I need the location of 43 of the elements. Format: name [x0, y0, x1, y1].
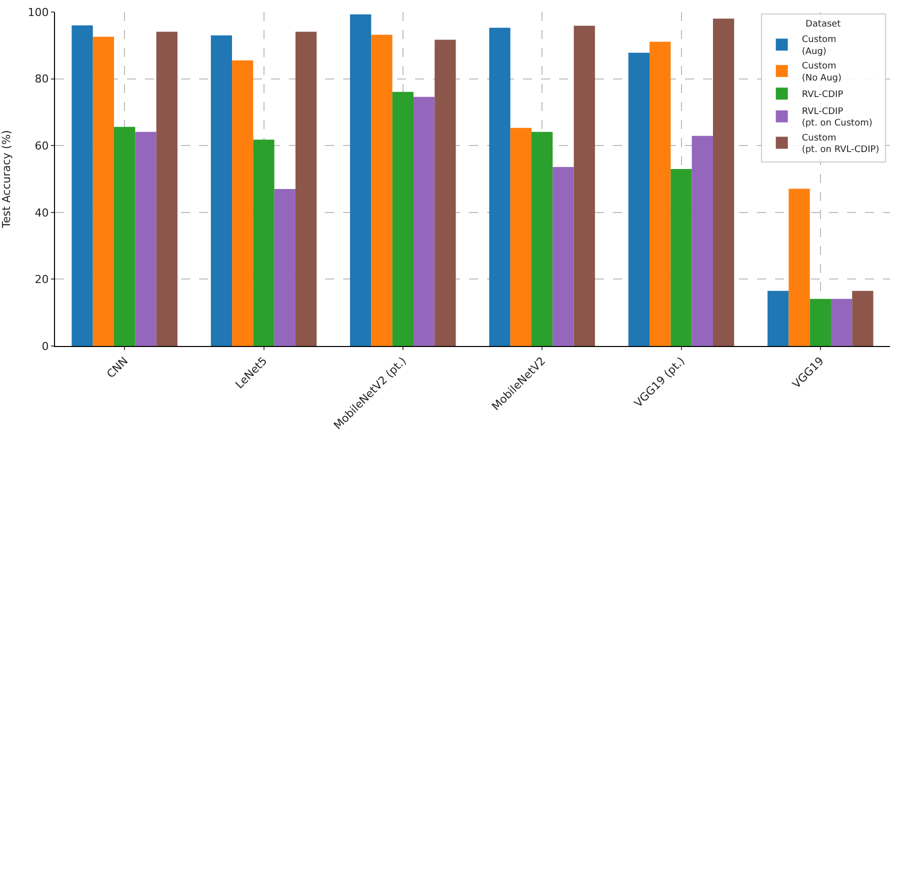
bar [72, 25, 93, 346]
bar [712, 18, 734, 346]
y-tick-label: 0 [42, 340, 49, 353]
legend-label: Custom (Aug) [802, 35, 836, 57]
bar [135, 132, 156, 346]
bar [253, 140, 274, 346]
bar [156, 32, 178, 346]
y-tick-label: 40 [34, 206, 49, 220]
bar [788, 188, 810, 346]
legend-label: RVL-CDIP [802, 90, 844, 100]
y-axis-title: Test Accuracy (%) [0, 130, 13, 229]
bar [274, 189, 296, 346]
legend-label: Custom (pt. on RVL-CDIP) [802, 133, 880, 156]
bar [810, 298, 831, 346]
bar [532, 132, 553, 346]
bar [210, 35, 232, 346]
bar [371, 34, 392, 346]
bar [350, 14, 372, 346]
bar [295, 32, 317, 346]
bar [552, 166, 574, 346]
bar [413, 96, 435, 346]
bar [392, 92, 414, 346]
y-tick-label: 80 [34, 72, 49, 86]
bar [434, 40, 456, 346]
bar [92, 36, 114, 346]
y-tick-label: 100 [28, 6, 49, 19]
bar [628, 52, 650, 346]
bar [650, 42, 671, 346]
bar [768, 290, 789, 346]
bar [692, 136, 713, 346]
y-tick-label: 20 [34, 273, 49, 286]
y-tick-label: 60 [34, 139, 49, 152]
bar [232, 60, 254, 346]
bar [830, 298, 852, 346]
legend-label: Custom (No Aug) [802, 62, 842, 84]
legend-title: Dataset [805, 19, 842, 30]
legend-label: RVL-CDIP (pt. on Custom) [802, 107, 872, 129]
bar [852, 290, 874, 346]
bar [574, 26, 595, 346]
bar [670, 168, 692, 346]
bar [114, 126, 136, 346]
bar [510, 128, 532, 346]
bar [489, 28, 510, 346]
